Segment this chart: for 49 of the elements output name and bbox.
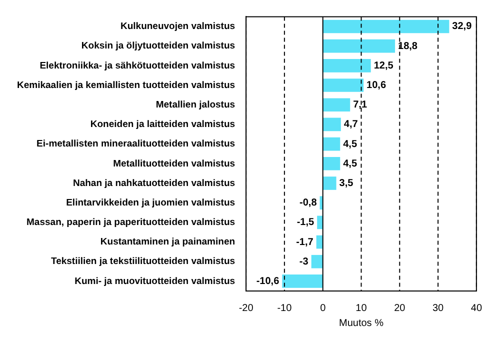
y-tick-label: Koneiden ja laitteiden valmistus [90,119,236,130]
bar [322,39,396,53]
bar [282,274,323,288]
bar [322,59,371,72]
x-tick-label: 20 [394,302,406,314]
x-tick-label: 40 [470,302,482,314]
y-tick-label: Elintarvikkeiden ja juomien valmistus [66,197,236,208]
x-tick-label: 30 [432,302,444,314]
bar [322,176,336,190]
data-label: -0,8 [300,198,318,209]
data-label: 3,5 [339,178,354,189]
y-tick-label: Koksin ja öljytuotteiden valmistus [81,40,236,52]
y-tick-label: Metallien jalostus [156,99,236,110]
data-label: -1,5 [296,217,315,228]
data-label: 7,1 [353,100,368,111]
bar [322,78,364,92]
y-tick-label: Massan, paperin ja paperituotteiden valmistus [26,217,236,228]
y-tick-label: Nahan ja nahkatuotteiden valmistus [72,178,236,189]
bar [322,156,340,170]
bar [316,235,323,249]
y-tick-label: Tekstiilien ja tekstiilituotteiden valmistus [50,256,236,268]
data-label: 4,5 [343,158,358,170]
data-label: -10,6 [256,276,280,287]
bar [322,137,340,151]
data-label: 10,6 [366,80,386,92]
bar [317,216,323,230]
data-label: 12,5 [374,60,394,72]
y-tick-label: Kemikaalien ja kemiallisten tuotteiden valmistus [16,80,236,91]
bar [311,254,323,268]
y-tick-label: Metallituotteiden valmistus [113,158,236,170]
y-tick-label: Ei-metallisten mineraalituotteiden valmistus [36,138,236,150]
data-label: -1,7 [296,236,314,248]
bar [322,98,350,112]
bar [322,20,450,34]
data-label: 32,9 [452,21,472,32]
x-tick-label: 10 [356,302,368,314]
data-label: 18,8 [398,40,418,52]
x-tick-label: -20 [238,302,254,314]
data-label: -3 [299,256,309,268]
y-tick-label: Kumi- ja muovituotteiden valmistus [74,276,236,287]
data-label: 4,5 [343,138,358,150]
bar [322,118,341,132]
x-tick-label: -10 [277,302,292,314]
y-tick-label: Elektroniikka- ja sähkötuotteiden valmistus [40,60,236,72]
x-axis-title: Muutos % [339,318,384,329]
y-tick-label: Kustantaminen ja painaminen [100,236,236,248]
x-tick-label: 0 [320,302,326,314]
data-label: 4,7 [344,119,358,130]
y-tick-label: Kulkuneuvojen valmistus [120,21,236,32]
